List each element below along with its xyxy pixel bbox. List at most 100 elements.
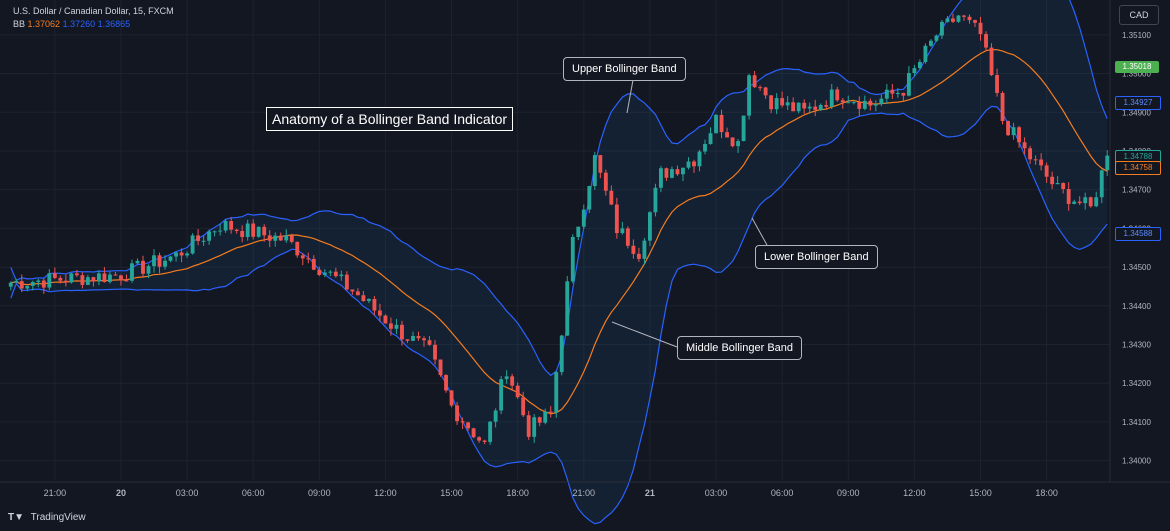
candle-body (163, 260, 167, 267)
candle (548, 406, 553, 418)
candle-body (868, 100, 873, 106)
candle-body (1055, 183, 1060, 185)
candle (554, 370, 559, 418)
candle (466, 421, 471, 431)
candle (212, 230, 217, 237)
candle (670, 166, 674, 179)
candle (609, 185, 614, 206)
candle-body (47, 273, 52, 288)
candle-body (995, 75, 999, 93)
candle-body (1039, 159, 1044, 166)
candle-body (587, 186, 592, 210)
candle (493, 408, 498, 428)
candle-body (30, 282, 35, 286)
footer-brand[interactable]: T▼ TradingView (8, 511, 86, 525)
candlesticks[interactable] (8, 13, 1110, 445)
candle (273, 232, 278, 247)
candle (879, 94, 884, 107)
candle (592, 152, 597, 190)
candle (405, 339, 410, 343)
time-axis[interactable]: 21:00 20 03:00 06:00 09:00 12:00 15:00 18:00 21:… (0, 0, 1170, 498)
candle-body (262, 226, 267, 236)
candle (934, 34, 939, 42)
candle-body (366, 298, 371, 302)
candle-body (945, 18, 950, 22)
candle-body (355, 291, 360, 296)
candle (477, 436, 482, 443)
candle (840, 97, 845, 109)
candle-body (157, 255, 162, 267)
candle (102, 267, 107, 283)
candle-body (218, 230, 223, 232)
candle-body (96, 273, 101, 282)
candle-body (895, 92, 900, 94)
candle (835, 86, 840, 102)
indicator-legend[interactable]: BB 1.37062 1.37260 1.36865 (13, 19, 130, 30)
bb-value-basis: 1.37062 (27, 19, 61, 29)
candle-body (862, 100, 867, 109)
candle (620, 221, 625, 235)
candle (730, 137, 735, 148)
candle-body (240, 230, 245, 237)
candle-body (1061, 183, 1066, 190)
candle-body (636, 253, 641, 259)
price-axis[interactable]: 1.351001.350001.349001.348001.347001.346… (1122, 31, 1151, 466)
candle-body (328, 271, 333, 273)
candle-body (19, 281, 24, 289)
candle (1011, 122, 1016, 140)
candle-body (229, 221, 234, 230)
bb-value-upper: 1.37260 (62, 19, 96, 29)
middle-callout-leader (611, 321, 678, 348)
candle (984, 31, 988, 52)
candle-body (785, 102, 790, 106)
x-tick-label: 06:00 (242, 488, 265, 498)
candle (383, 314, 388, 324)
candle-body (609, 190, 614, 205)
candle-body (1000, 92, 1005, 122)
x-tick-label: 15:00 (440, 488, 463, 498)
candle (681, 167, 685, 182)
candle-body (515, 385, 520, 398)
candle-body (471, 428, 476, 438)
candle-body (714, 114, 718, 134)
candle (851, 99, 856, 105)
candle (752, 70, 757, 88)
candle-body (984, 34, 988, 48)
candle-body (708, 133, 713, 145)
candle-body (565, 281, 570, 336)
candle (1039, 153, 1044, 171)
candle-body (829, 89, 834, 107)
candle (1050, 171, 1055, 190)
candle (824, 100, 829, 109)
currency-button[interactable]: CAD (1119, 5, 1159, 25)
candle (1066, 182, 1071, 211)
candle (664, 167, 669, 181)
candle (41, 278, 46, 294)
candle (300, 252, 305, 266)
candle (267, 230, 272, 248)
candle-body (940, 21, 944, 36)
candle (945, 16, 950, 23)
candle (444, 374, 448, 393)
candle-body (185, 253, 190, 256)
price-tag: 1.34927 (1115, 95, 1161, 110)
candle (906, 66, 911, 97)
y-tick-label: 1.35100 (1122, 31, 1151, 40)
candle (157, 252, 162, 274)
candle-body (1011, 127, 1016, 136)
candle (328, 269, 333, 277)
candle (289, 233, 294, 244)
candle-body (890, 89, 895, 94)
candle (725, 127, 729, 138)
candle (873, 100, 878, 112)
candle-body (455, 405, 459, 422)
candle (427, 336, 432, 346)
candle (537, 416, 542, 427)
candle (14, 278, 19, 283)
candle-body (978, 22, 983, 35)
candle-body (36, 280, 41, 283)
candle-body (389, 323, 393, 329)
candle-body (91, 277, 96, 282)
candle (785, 96, 790, 111)
